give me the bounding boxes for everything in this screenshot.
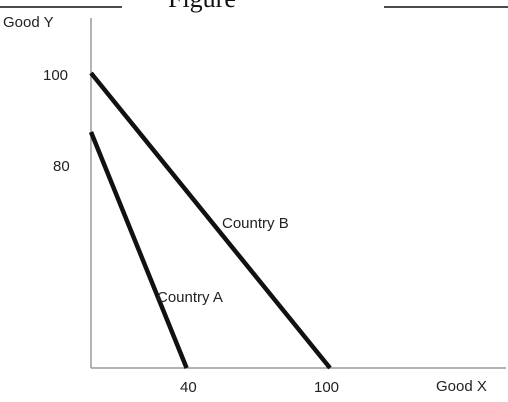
top-fragment: Figure [0, 0, 508, 13]
x-tick-40: 40 [180, 379, 197, 396]
y-axis-label: Good Y [3, 14, 54, 31]
top-fragment-text: Figure [168, 0, 236, 13]
x-tick-100: 100 [314, 379, 339, 396]
y-tick-80: 80 [53, 158, 70, 175]
country-b-label: Country B [222, 215, 289, 232]
x-axis-label: Good X [436, 378, 487, 395]
country-a-label: Country A [157, 289, 223, 306]
country-a-ppf-line [88, 131, 189, 369]
y-tick-100: 100 [43, 67, 68, 84]
country-b-ppf-line [89, 71, 332, 370]
